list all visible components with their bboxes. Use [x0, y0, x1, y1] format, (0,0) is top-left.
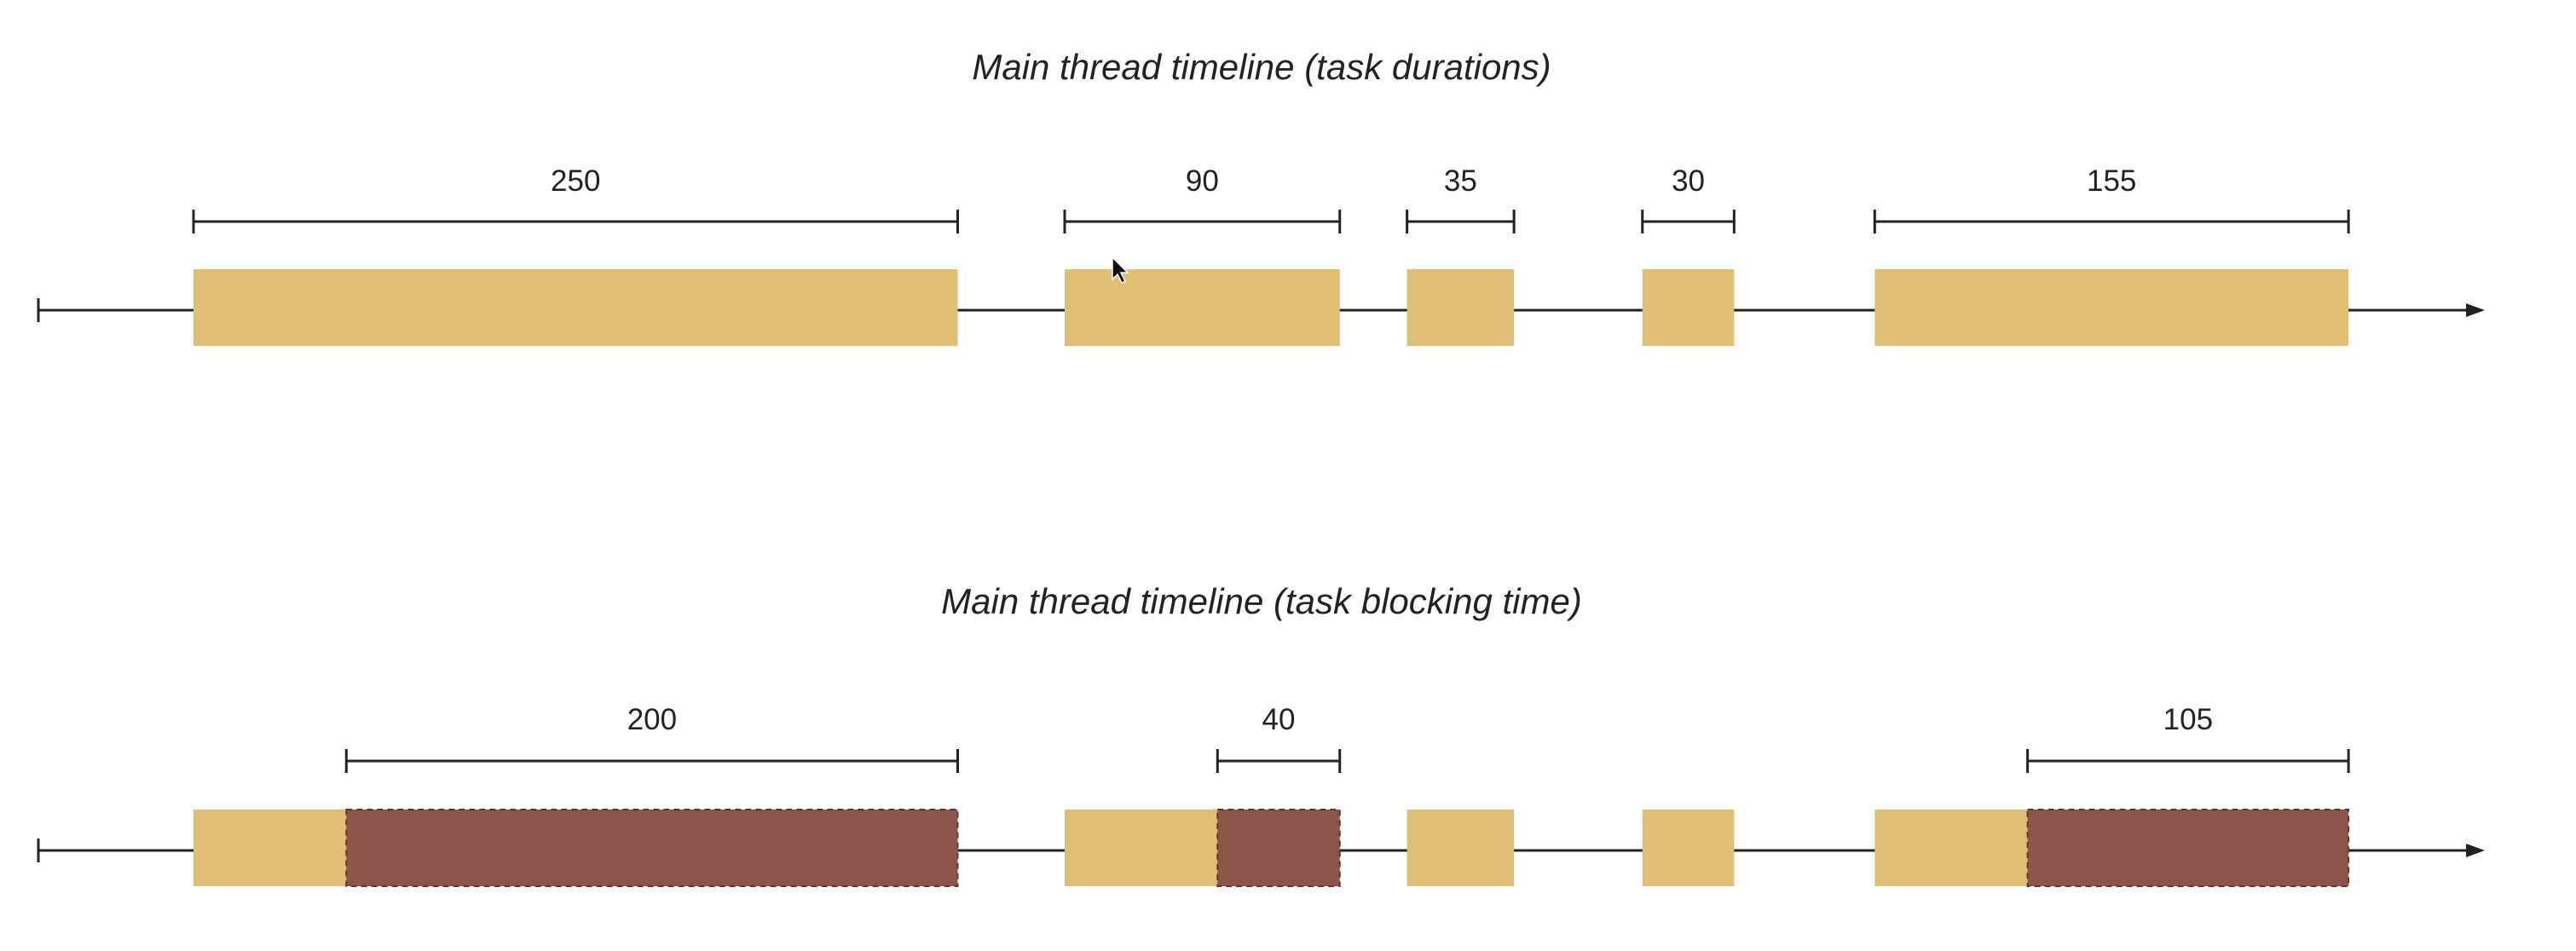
durations-task-bar-5 [1874, 269, 2349, 346]
durations-task-bar-1 [193, 269, 958, 346]
durations-span-bracket-5: 155 [1873, 164, 2350, 233]
durations-span-label-2: 90 [1186, 164, 1219, 198]
blocking-blocking-segment-5 [2026, 809, 2350, 887]
durations-span-bracket-3: 35 [1406, 164, 1516, 233]
durations-span-label-5: 155 [2087, 164, 2136, 198]
durations-span-bracket-2: 90 [1063, 164, 1342, 233]
durations-timeline: Main thread timeline (task durations) 25… [37, 47, 2485, 346]
blocking-span-bracket-2: 40 [1216, 703, 1342, 773]
mouse-cursor-icon [1112, 256, 1129, 285]
durations-task-bar-3 [1406, 269, 1515, 346]
blocking-span-bracket-1: 200 [344, 703, 959, 773]
durations-task-bar-2 [1065, 269, 1340, 346]
blocking-axis-arrowhead [2466, 844, 2485, 857]
blocking-span-bracket-3: 105 [2026, 703, 2350, 773]
blocking-blocking-segment-1 [345, 809, 959, 887]
durations-span-bracket-4: 30 [1641, 164, 1736, 233]
blocking-span-label-3: 105 [2163, 703, 2213, 736]
durations-span-label-4: 30 [1672, 164, 1705, 198]
durations-span-label-1: 250 [551, 164, 600, 198]
durations-timeline-title: Main thread timeline (task durations) [972, 47, 1551, 87]
blocking-timeline-title: Main thread timeline (task blocking time… [941, 581, 1582, 621]
blocking-timeline: Main thread timeline (task blocking time… [37, 581, 2485, 887]
blocking-task-bar-4 [1642, 810, 1735, 886]
durations-span-bracket-1: 250 [192, 164, 959, 233]
blocking-span-label-1: 200 [627, 703, 677, 736]
durations-axis-arrowhead [2466, 303, 2485, 317]
durations-task-bar-4 [1642, 269, 1735, 346]
blocking-blocking-segment-2 [1216, 809, 1341, 887]
durations-span-label-3: 35 [1444, 164, 1477, 198]
blocking-span-label-2: 40 [1262, 703, 1296, 736]
blocking-task-bar-3 [1406, 810, 1515, 886]
